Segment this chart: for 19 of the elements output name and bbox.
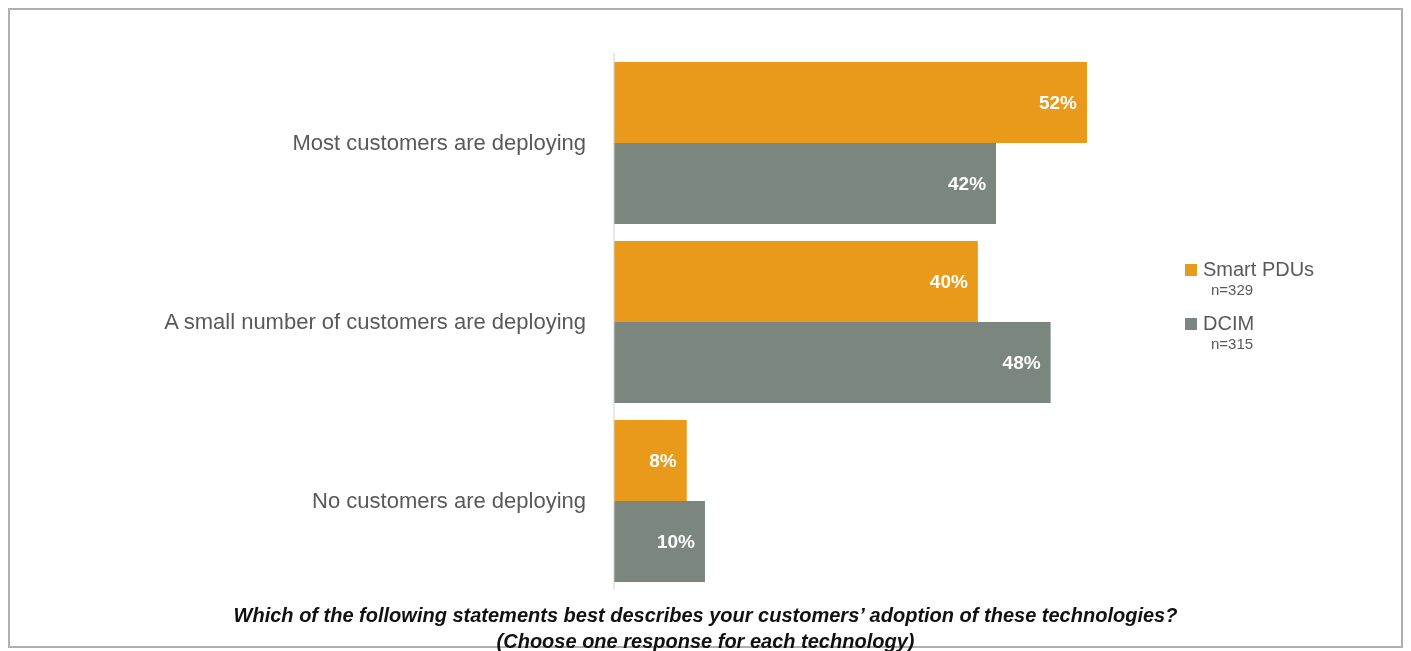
legend-label: DCIM [1203,312,1255,335]
bar [614,143,997,224]
data-label: 8% [649,450,677,472]
y-tick-label: No customers are deploying [312,488,586,514]
data-label: 10% [656,531,696,553]
text: n=329 [1211,281,1255,298]
y-tick-label: A small number of customers are deploying [164,309,586,335]
bar [614,62,1087,143]
data-label: 42% [948,173,987,195]
data-label: 52% [1038,92,1078,114]
legend-label: Smart PDUs [1203,258,1315,281]
bar [614,420,687,501]
y-tick-label: Most customers are deploying [292,130,586,156]
text: n=315 [1211,335,1255,352]
bar [614,322,1051,403]
data-label: 48% [1002,352,1041,374]
bar [614,241,978,322]
data-label: 40% [929,271,968,293]
bar [614,501,705,582]
